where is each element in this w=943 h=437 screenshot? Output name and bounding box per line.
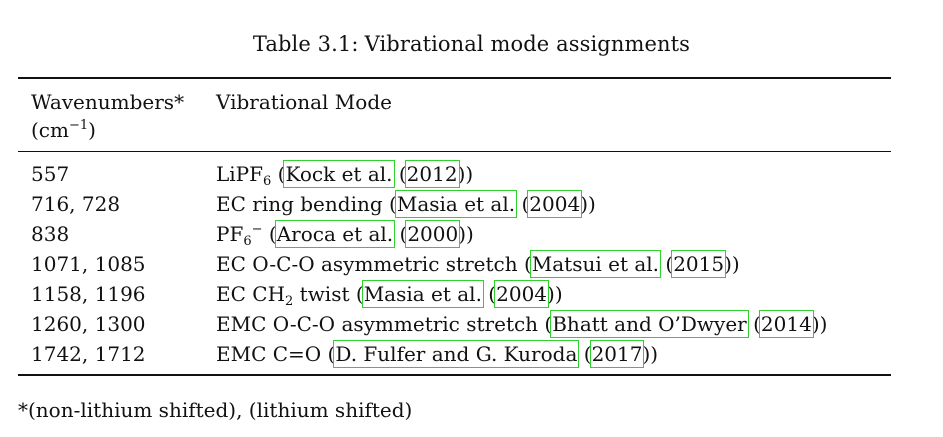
table-top-rule bbox=[18, 77, 891, 79]
table-row: 1158, 1196 EC CH2 twist (Masia et al. (20… bbox=[0, 279, 943, 309]
citation-authors-link[interactable]: Aroca et al. bbox=[274, 220, 396, 248]
mode-text: EC O-C-O asymmetric stretch bbox=[216, 252, 518, 276]
citation-year-link[interactable]: 2014 bbox=[758, 310, 814, 338]
citation-open-paren: ( bbox=[382, 192, 397, 216]
vibrational-mode-cell: LiPF6 (Kock et al. (2012)) bbox=[216, 160, 474, 189]
mode-text-suffix: twist bbox=[293, 282, 350, 306]
mode-text: EC CH bbox=[216, 282, 286, 306]
table-row: 1260, 1300 EMC O-C-O asymmetric stretch (… bbox=[0, 309, 943, 339]
citation-close-paren: )) bbox=[811, 312, 828, 336]
table-row: 1071, 1085 EC O-C-O asymmetric stretch (M… bbox=[0, 249, 943, 279]
citation-year-link[interactable]: 2017 bbox=[589, 340, 645, 368]
vibrational-mode-cell: PF6− (Aroca et al. (2000)) bbox=[216, 220, 474, 249]
column-header-wavenumbers: Wavenumbers* (cm−1) bbox=[31, 88, 184, 144]
citation-open-paren: ( bbox=[538, 312, 553, 336]
table-bottom-rule bbox=[18, 374, 891, 376]
citation-close-paren: )) bbox=[724, 252, 740, 276]
citation-open-paren: ( bbox=[349, 282, 364, 306]
citation-authors-link[interactable]: Matsui et al. bbox=[529, 250, 662, 278]
unit-exponent: −1 bbox=[68, 118, 89, 133]
citation-close-paren: )) bbox=[457, 162, 474, 186]
citation-year-link[interactable]: 2004 bbox=[527, 190, 583, 218]
wavenumbers-cell: 557 bbox=[31, 162, 70, 186]
table-header-rule bbox=[18, 151, 891, 152]
citation-close-paren: )) bbox=[580, 192, 596, 216]
citation-open-paren: ( bbox=[321, 342, 336, 366]
mode-superscript: − bbox=[251, 222, 263, 237]
mode-text: EC ring bending bbox=[216, 192, 383, 216]
citation-authors-link[interactable]: Masia et al. bbox=[394, 190, 518, 218]
wavenumbers-cell: 1260, 1300 bbox=[31, 312, 146, 336]
citation-authors-link[interactable]: D. Fulfer and G. Kuroda bbox=[333, 340, 580, 368]
mode-subscript: 6 bbox=[263, 174, 272, 189]
table-body: 557 LiPF6 (Kock et al. (2012)) 716, 728 EC … bbox=[0, 159, 943, 369]
mode-subscript: 2 bbox=[285, 294, 294, 309]
table-caption: Table 3.1: Vibrational mode assignments bbox=[0, 32, 943, 56]
mode-text: EMC C=O bbox=[216, 342, 322, 366]
citation-year-link[interactable]: 2015 bbox=[671, 250, 727, 278]
wavenumbers-cell: 1158, 1196 bbox=[31, 282, 146, 306]
citation-authors-link[interactable]: Kock et al. bbox=[283, 160, 395, 188]
citation-open-paren: ( bbox=[271, 162, 286, 186]
citation-close-paren: )) bbox=[458, 222, 474, 246]
vibrational-mode-cell: EMC O-C-O asymmetric stretch (Bhatt and … bbox=[216, 310, 828, 338]
citation-year-link[interactable]: 2012 bbox=[404, 160, 460, 188]
table-row: 838 PF6− (Aroca et al. (2000)) bbox=[0, 219, 943, 249]
citation-close-paren: )) bbox=[547, 282, 563, 306]
caption-text: Vibrational mode assignments bbox=[364, 32, 691, 56]
wavenumbers-cell: 838 bbox=[31, 222, 70, 246]
column-header-wavenumbers-label: Wavenumbers* bbox=[31, 90, 185, 114]
unit-close: ) bbox=[88, 118, 96, 142]
table-row: 557 LiPF6 (Kock et al. (2012)) bbox=[0, 159, 943, 189]
citation-close-paren: )) bbox=[642, 342, 659, 366]
table-row: 716, 728 EC ring bending (Masia et al. (2… bbox=[0, 189, 943, 219]
citation-open-paren: ( bbox=[517, 252, 532, 276]
unit-base: (cm bbox=[31, 118, 69, 142]
mode-text: LiPF bbox=[216, 162, 264, 186]
caption-label: Table 3.1: bbox=[252, 32, 359, 56]
wavenumbers-cell: 716, 728 bbox=[31, 192, 121, 216]
vibrational-mode-cell: EC O-C-O asymmetric stretch (Matsui et a… bbox=[216, 250, 740, 278]
column-header-wavenumbers-unit: (cm−1) bbox=[31, 116, 184, 144]
citation-authors-link[interactable]: Masia et al. bbox=[361, 280, 484, 308]
mode-text: EMC O-C-O asymmetric stretch bbox=[216, 312, 539, 336]
citation-year-link[interactable]: 2004 bbox=[494, 280, 550, 308]
mode-text: PF bbox=[216, 222, 244, 246]
table-footnote: *(non-lithium shifted), (lithium shifted… bbox=[18, 398, 413, 422]
wavenumbers-cell: 1742, 1712 bbox=[31, 342, 146, 366]
citation-open-paren: ( bbox=[262, 222, 277, 246]
citation-authors-link[interactable]: Bhatt and O’Dwyer bbox=[550, 310, 749, 338]
citation-year-link[interactable]: 2000 bbox=[405, 220, 461, 248]
column-header-vibrational-mode: Vibrational Mode bbox=[216, 90, 392, 114]
mode-subscript: 6 bbox=[243, 234, 252, 249]
table-row: 1742, 1712 EMC C=O (D. Fulfer and G. Kuro… bbox=[0, 339, 943, 369]
wavenumbers-cell: 1071, 1085 bbox=[31, 252, 146, 276]
vibrational-mode-cell: EC CH2 twist (Masia et al. (2004)) bbox=[216, 280, 563, 309]
vibrational-mode-cell: EC ring bending (Masia et al. (2004)) bbox=[216, 190, 596, 218]
vibrational-mode-cell: EMC C=O (D. Fulfer and G. Kuroda (2017)) bbox=[216, 340, 659, 368]
